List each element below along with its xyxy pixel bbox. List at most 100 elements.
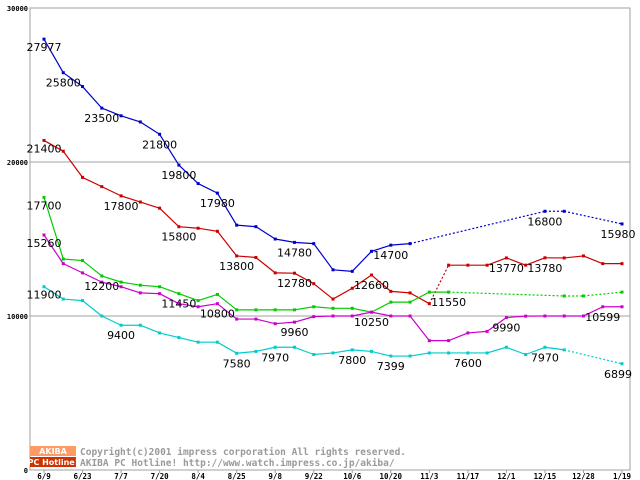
series-3-segment: [486, 317, 507, 332]
series-3-point: [81, 271, 85, 275]
data-label: 7970: [261, 351, 289, 364]
series-4-segment: [506, 346, 526, 356]
series-1-segment: [140, 201, 160, 209]
series-4-point: [543, 345, 547, 349]
series-1-segment: [525, 257, 546, 266]
series-1-segment: [255, 257, 276, 274]
series-3-segment: [63, 263, 83, 274]
y-tick-label: 30000: [7, 5, 28, 13]
series-4-point: [370, 349, 374, 353]
series-3-point: [254, 317, 258, 321]
series-3-point: [543, 314, 547, 318]
grid-layer: [29, 7, 631, 471]
series-1-point: [389, 289, 393, 293]
series-4-segment: [101, 315, 122, 326]
series-0-point: [370, 249, 374, 253]
series-3-segment: [448, 332, 469, 342]
series-2-point: [215, 292, 219, 296]
series-2-point: [350, 306, 354, 310]
data-label: 12780: [277, 277, 312, 290]
plot-frame: [29, 7, 631, 471]
series-0-segment: [313, 243, 334, 271]
series-3-point: [61, 262, 65, 266]
series-3-point: [119, 285, 123, 289]
x-tick-label: 10/6: [343, 472, 362, 480]
series-1-point: [196, 226, 200, 230]
data-label: 10800: [200, 308, 235, 321]
series-3-point: [620, 305, 624, 309]
series-4-segment: [140, 324, 160, 334]
data-label: 7399: [377, 360, 405, 373]
series-1-point: [562, 256, 566, 260]
series-1-point: [61, 149, 65, 153]
series-0-segment: [159, 133, 180, 166]
series-1-segment: [486, 257, 507, 266]
y-tick-label: 0: [24, 467, 28, 475]
series-4-segment: [217, 341, 237, 354]
y-tick-label: 10000: [7, 313, 28, 321]
data-label: 7580: [223, 357, 251, 370]
data-label: 12660: [354, 279, 389, 292]
series-4-segment: [294, 346, 314, 356]
series-3-segment: [255, 318, 276, 325]
series-0-segment: [43, 38, 64, 73]
data-label: 10250: [354, 316, 389, 329]
series-1-point: [312, 282, 316, 286]
x-tick-label: 8/4: [191, 472, 205, 480]
series-4-segment: [63, 298, 83, 302]
series-2-point: [254, 308, 258, 312]
series-1-segment: [564, 255, 584, 259]
series-1-point: [215, 229, 219, 233]
x-tick-label: 10/20: [380, 472, 403, 480]
data-label: 13780: [527, 262, 562, 275]
x-tick-label: 6/23: [74, 472, 93, 480]
series-4-point: [273, 345, 277, 349]
series-1-segment: [390, 290, 411, 294]
badge-bottom-text: PC Hotline!: [28, 458, 79, 467]
series-0-segment: [294, 241, 314, 245]
series-2-point: [273, 308, 277, 312]
series-2-point: [427, 290, 431, 294]
series-2-point: [158, 285, 162, 289]
series-2-segment: [217, 293, 238, 311]
x-tick-label: 11/3: [420, 472, 439, 480]
series-0-segment: [140, 121, 160, 135]
series-4-segment: [178, 336, 199, 343]
series-0-segment: [216, 192, 238, 226]
data-label: 27977: [27, 41, 62, 54]
data-label: 11450: [161, 298, 196, 311]
data-label: 11550: [431, 296, 466, 309]
watermark-badge-bottom: [30, 457, 76, 467]
series-1-segment: [178, 226, 199, 229]
series-0-segment: [197, 183, 218, 194]
watermark: AKIBA PC Hotline! Copyright(c)2001 impre…: [28, 446, 406, 469]
series-4-segment: [43, 286, 64, 300]
series-0-point: [158, 132, 162, 136]
series-1-segment: [43, 139, 64, 152]
series-4-segment: [236, 350, 256, 354]
data-label: 25800: [46, 77, 81, 90]
series-4-point: [42, 285, 46, 289]
series-0-point: [543, 209, 547, 213]
series-2-point: [138, 283, 142, 287]
series-0-point: [100, 106, 104, 110]
series-2-point: [581, 294, 585, 298]
data-label: 13800: [219, 260, 254, 273]
series-3-point: [215, 302, 219, 306]
series-1-point: [466, 263, 470, 267]
series-4-segment: [313, 352, 334, 356]
series-1-segment: [409, 292, 430, 305]
series-2-point: [312, 305, 316, 309]
series-2-point: [100, 274, 104, 278]
series-4-point: [119, 323, 123, 327]
axes-layer: 0 10000 20000 30000 6/9 6/23 7/7 7/20 8/4 8/25 9/8…: [7, 5, 632, 480]
series-3-point: [100, 280, 104, 284]
series-1-point: [292, 271, 296, 275]
series-1-point: [177, 225, 181, 229]
x-tick-label: 9/8: [268, 472, 282, 480]
x-tick-label: 8/25: [228, 472, 246, 480]
series-3-segment: [140, 292, 160, 295]
series-1-point: [524, 263, 528, 267]
series-1-segment: [313, 283, 334, 300]
series-2-point: [331, 306, 335, 310]
